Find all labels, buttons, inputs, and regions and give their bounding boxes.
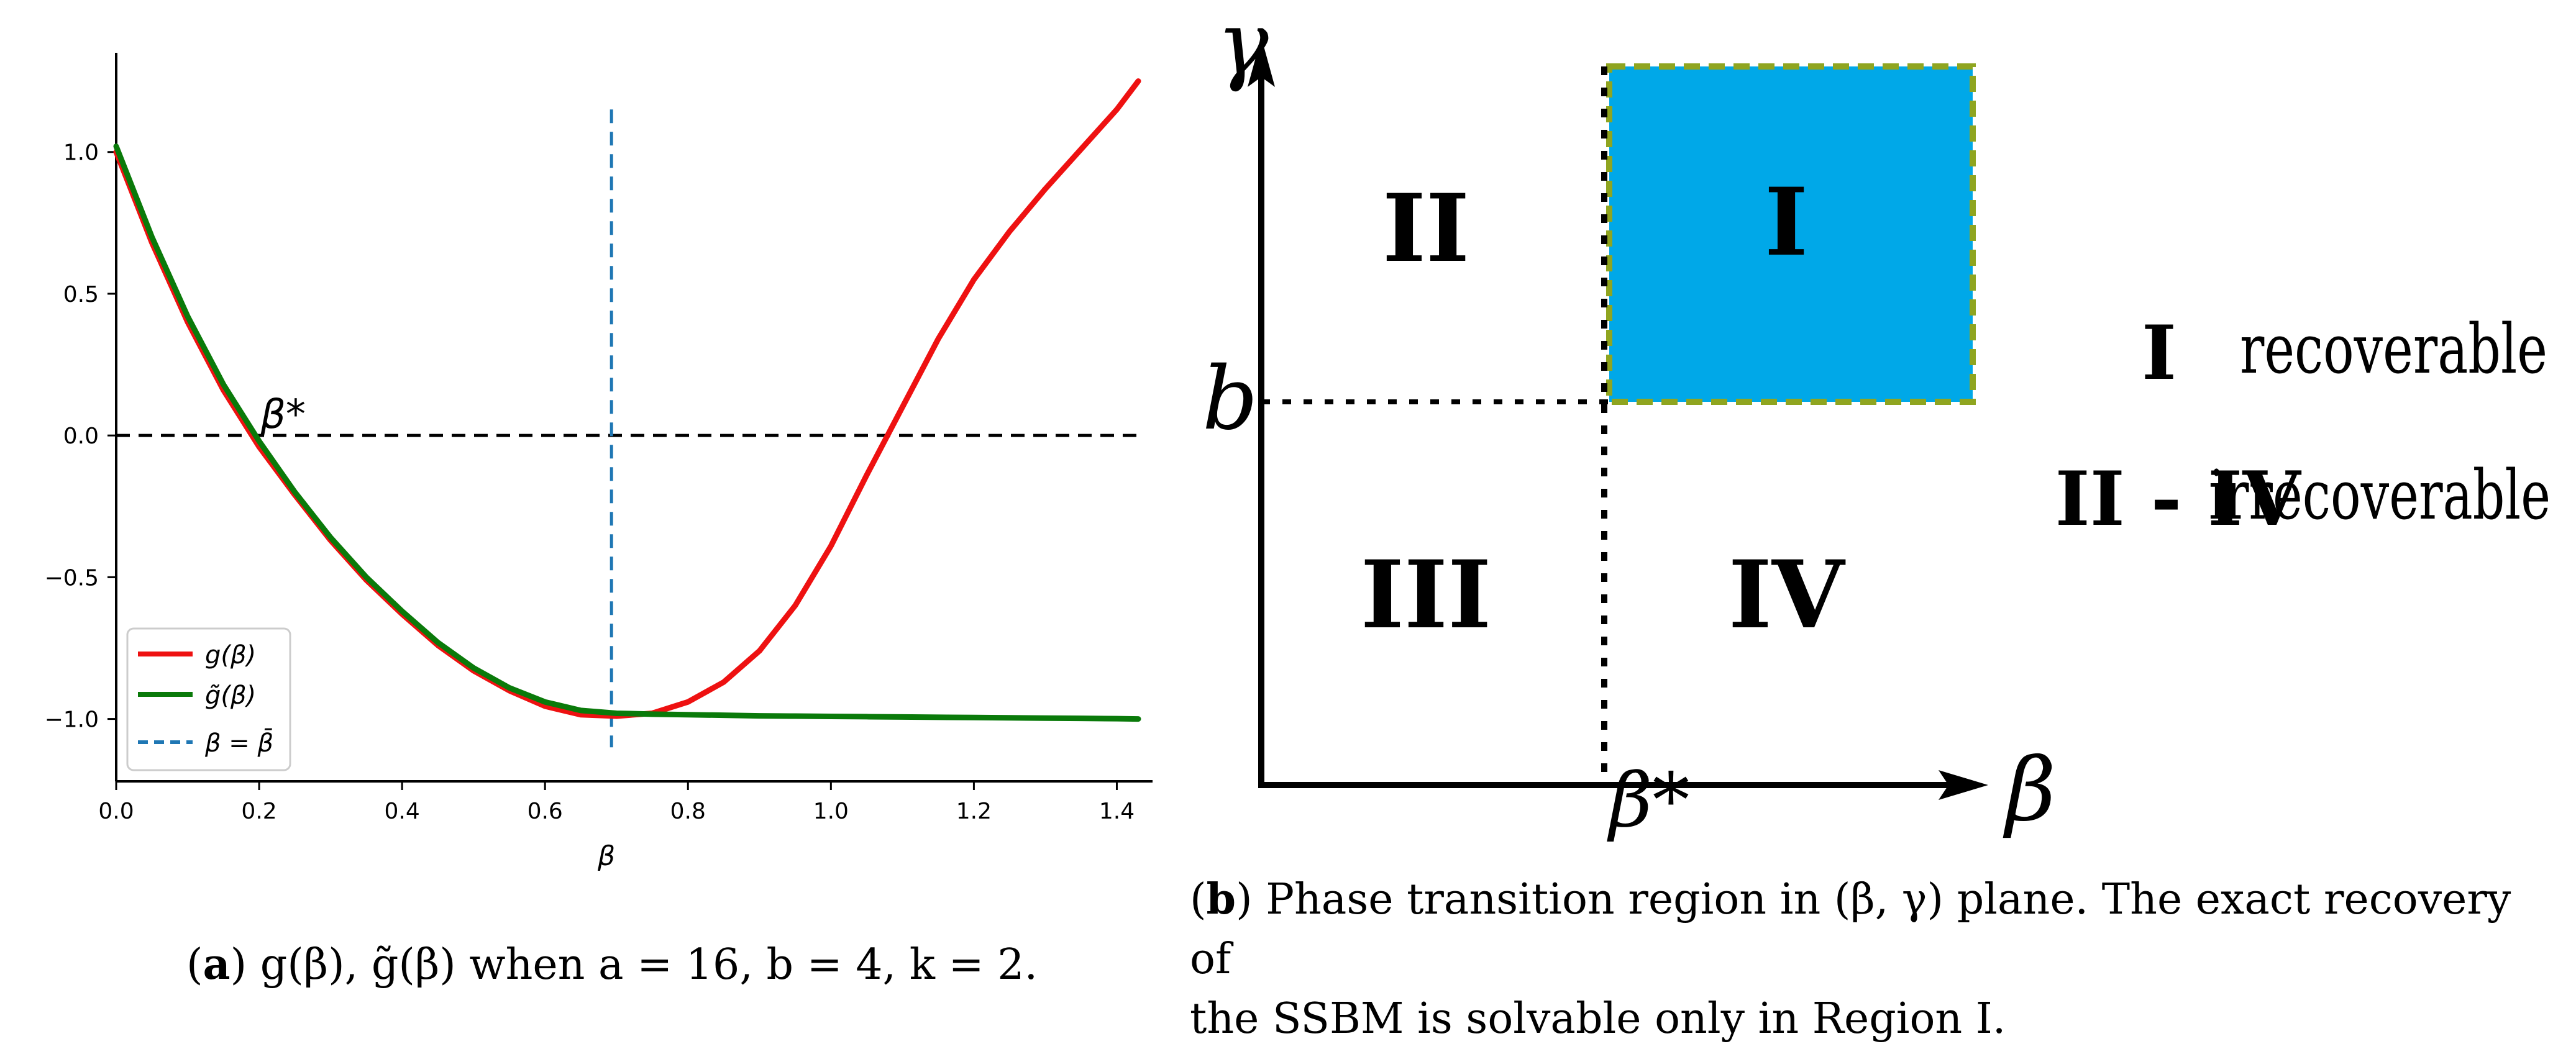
region-i-label: I (1765, 168, 1808, 277)
region-ii-label: II (1382, 174, 1469, 283)
gamma-axis-arrow-icon (1248, 37, 1275, 87)
region-iv-label: IV (1729, 540, 1846, 650)
series-line-1 (113, 143, 1141, 722)
phase-diagram: γ β β* b I II III IV I recoverable II - … (1202, 0, 2551, 844)
x-tick-label: 1.0 (813, 799, 849, 824)
legend: g(β) g̃(β) β = β̄ (126, 627, 291, 771)
legend-label-2: β = β̄ (204, 728, 273, 758)
caption-a: (a) g(β), g̃(β) when a = 16, b = 4, k = … (186, 940, 1038, 989)
y-tick-label: 0.0 (63, 424, 99, 449)
x-tick-label: 1.2 (956, 799, 992, 824)
y-tick-label: −1.0 (45, 707, 99, 733)
caption-b: (b) Phase transition region in (β, γ) pl… (1190, 870, 2563, 1049)
figure-canvas: 0.0 0.2 0.4 0.6 0.8 1.0 1.2 1.4 1.0 0.5 0.0 −0.5 −1… (45, 0, 2551, 872)
beta-star-annotation: β* (260, 392, 306, 438)
beta-axis-arrow-icon (1939, 770, 1988, 800)
caption-a-text: g(β), g̃(β) when a = 16, b = 4, k = 2. (260, 940, 1038, 989)
legend-frame (126, 627, 291, 771)
y-tick-label: 1.0 (63, 140, 99, 166)
legend-label-0: g(β) (205, 641, 256, 670)
caption-b-label: b (1206, 874, 1236, 924)
caption-b-text-1: Phase transition region in (β, γ) plane.… (1190, 875, 2511, 984)
region-i-box (1606, 63, 1976, 405)
caption-a-label: a (203, 940, 231, 989)
x-tick-label: 1.4 (1099, 799, 1135, 824)
caption-b-line-1: (b) Phase transition region in (β, γ) pl… (1190, 874, 2511, 984)
legend-label-1: g̃(β) (205, 681, 256, 710)
region-iii-label: III (1361, 540, 1492, 650)
diagram-legend-key-0: I (2142, 309, 2176, 397)
caption-b-line-2: the SSBM is solvable only in Region I. (1190, 994, 2006, 1043)
y-tick-label: 0.5 (63, 282, 99, 307)
x-tick-label: 0.2 (241, 799, 276, 824)
x-tick-label: 0.8 (670, 799, 706, 824)
x-tick-label: 0.0 (98, 799, 134, 824)
x-tick-label: 0.6 (528, 799, 563, 824)
x-tick-label: 0.4 (385, 799, 420, 824)
diagram-legend-key-1: II - IV (2055, 455, 2302, 543)
y-tick-label: −0.5 (45, 565, 99, 591)
diagram-legend-desc-1: irrecoverable (2209, 455, 2551, 535)
b-tick-label: b (1202, 348, 1258, 450)
beta-axis-label: β (2003, 740, 2056, 841)
gamma-axis-label: γ (1217, 0, 1269, 94)
chart-a: 0.0 0.2 0.4 0.6 0.8 1.0 1.2 1.4 1.0 0.5 0.0 −0.5 −1… (45, 53, 1153, 872)
beta-star-tick-label: β* (1607, 758, 1689, 844)
diagram-legend-desc-0: recoverable (2240, 309, 2547, 389)
x-axis-label: β (597, 840, 615, 872)
